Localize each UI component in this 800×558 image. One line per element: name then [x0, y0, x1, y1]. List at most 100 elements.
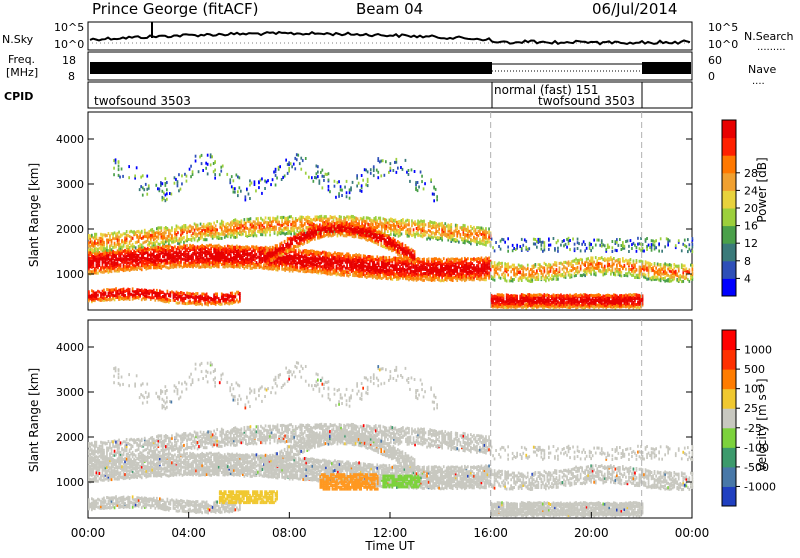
power-cell	[350, 233, 352, 236]
power-cell	[434, 260, 436, 263]
power-cell	[159, 226, 161, 229]
power-cell	[139, 234, 141, 237]
power-cell	[290, 248, 292, 251]
power-cell	[316, 215, 318, 218]
power-cell	[112, 261, 114, 264]
power-cell	[215, 249, 217, 252]
power-cell	[171, 249, 173, 252]
power-cell	[397, 247, 399, 250]
power-cell	[322, 268, 324, 271]
power-cell	[419, 274, 421, 277]
power-cell	[182, 237, 184, 240]
power-cell	[133, 253, 135, 256]
power-cell	[241, 231, 243, 234]
power-cell	[330, 252, 332, 255]
power-cell	[357, 254, 359, 257]
power-cell	[154, 259, 156, 262]
power-cell	[215, 296, 217, 299]
power-cell	[469, 262, 471, 265]
power-cell	[171, 246, 173, 249]
power-cell	[145, 235, 147, 238]
power-cell	[302, 270, 304, 273]
power-cell	[488, 230, 490, 233]
power-cell	[452, 258, 454, 261]
power-cell	[389, 227, 391, 230]
power-cell	[99, 264, 101, 267]
power-cell	[359, 236, 361, 239]
power-cell	[390, 246, 392, 249]
power-cell	[170, 229, 172, 232]
power-cell	[456, 239, 458, 242]
power-cell	[355, 234, 357, 237]
power-cell	[488, 266, 490, 269]
power-cell	[168, 239, 170, 242]
power-cell	[174, 255, 176, 258]
power-cell	[112, 246, 114, 249]
power-cell	[377, 243, 379, 246]
power-cell	[460, 259, 462, 262]
power-cell	[363, 216, 365, 219]
power-cell	[168, 267, 170, 270]
power-cell	[201, 293, 203, 296]
power-cell	[364, 274, 366, 277]
power-cell	[420, 234, 422, 237]
power-cell	[204, 235, 206, 238]
power-cell	[93, 242, 95, 245]
power-cell	[260, 217, 262, 220]
power-cell	[417, 277, 419, 280]
power-cell	[376, 262, 378, 265]
power-cell	[177, 231, 179, 234]
power-cell	[414, 277, 416, 280]
power-cell	[222, 230, 224, 233]
power-cell	[298, 249, 300, 252]
power-cell	[383, 217, 385, 220]
power-cell	[177, 252, 179, 255]
power-cell	[215, 263, 217, 266]
power-cell	[330, 258, 332, 261]
power-cell	[290, 226, 292, 229]
power-cell	[403, 247, 405, 250]
power-cell	[147, 264, 149, 267]
power-cell	[189, 249, 191, 252]
power-cell	[464, 267, 466, 270]
power-cell	[198, 257, 200, 260]
power-cell	[108, 249, 110, 252]
power-cell	[313, 260, 315, 263]
power-cell	[250, 252, 252, 255]
power-cell	[176, 297, 178, 300]
power-cell	[266, 250, 268, 253]
power-cell	[461, 279, 463, 282]
power-cell	[453, 230, 455, 233]
power-cell	[244, 221, 246, 224]
power-cell	[387, 230, 389, 233]
power-cell	[275, 217, 277, 220]
power-cell	[431, 267, 433, 270]
power-cell	[259, 265, 261, 268]
power-cell	[250, 223, 252, 226]
power-cell	[248, 218, 250, 221]
power-cell	[206, 229, 208, 232]
power-cell	[159, 231, 161, 234]
power-cell	[470, 274, 472, 277]
power-cell	[401, 228, 403, 231]
power-cell	[198, 237, 200, 240]
power-cell	[373, 258, 375, 261]
power-cell	[210, 250, 212, 253]
power-cell	[473, 236, 475, 239]
power-cell	[328, 218, 330, 221]
power-cell	[185, 261, 187, 264]
power-cell	[342, 265, 344, 268]
power-cell	[174, 299, 176, 302]
power-cell	[392, 258, 394, 261]
power-cell	[136, 230, 138, 233]
power-cell	[331, 261, 333, 264]
power-cell	[186, 264, 188, 267]
power-cell	[118, 239, 120, 242]
power-cell	[231, 229, 233, 232]
power-cell	[363, 263, 365, 266]
power-cell	[129, 258, 131, 261]
power-cell	[388, 235, 390, 238]
power-cell	[384, 238, 386, 241]
power-cell	[129, 254, 131, 257]
power-cell	[308, 240, 310, 243]
